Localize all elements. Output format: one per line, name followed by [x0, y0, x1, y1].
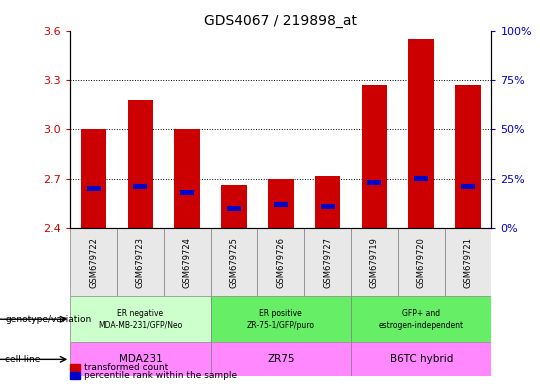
- Bar: [164, 228, 211, 296]
- Bar: [315, 175, 341, 228]
- Text: GSM679719: GSM679719: [370, 237, 379, 288]
- Text: ER positive
ZR-75-1/GFP/puro: ER positive ZR-75-1/GFP/puro: [247, 309, 315, 329]
- Title: GDS4067 / 219898_at: GDS4067 / 219898_at: [204, 14, 357, 28]
- Text: percentile rank within the sample: percentile rank within the sample: [84, 371, 237, 381]
- Text: GSM679723: GSM679723: [136, 237, 145, 288]
- Text: GSM679721: GSM679721: [463, 237, 472, 288]
- Bar: [174, 129, 200, 228]
- Text: cell line: cell line: [5, 355, 41, 364]
- Bar: [211, 296, 351, 343]
- Text: MDA231: MDA231: [118, 354, 163, 364]
- Bar: [351, 296, 491, 343]
- Text: genotype/variation: genotype/variation: [5, 315, 92, 324]
- Text: GSM679722: GSM679722: [89, 237, 98, 288]
- Text: GSM679726: GSM679726: [276, 237, 285, 288]
- Bar: [227, 206, 241, 211]
- Bar: [70, 228, 117, 296]
- Bar: [321, 204, 335, 209]
- Text: GSM679724: GSM679724: [183, 237, 192, 288]
- Bar: [367, 180, 381, 185]
- Bar: [274, 202, 288, 207]
- Text: B6TC hybrid: B6TC hybrid: [389, 354, 453, 364]
- Bar: [351, 228, 398, 296]
- Bar: [268, 179, 294, 228]
- Text: GFP+ and
estrogen-independent: GFP+ and estrogen-independent: [379, 309, 464, 329]
- Bar: [362, 85, 387, 228]
- Bar: [455, 85, 481, 228]
- Bar: [444, 228, 491, 296]
- Text: GSM679727: GSM679727: [323, 237, 332, 288]
- Bar: [258, 228, 304, 296]
- Bar: [221, 185, 247, 228]
- Text: ZR75: ZR75: [267, 354, 294, 364]
- Bar: [398, 228, 444, 296]
- Text: GSM679720: GSM679720: [417, 237, 426, 288]
- Text: transformed count: transformed count: [84, 362, 168, 372]
- Bar: [351, 343, 491, 376]
- Bar: [304, 228, 351, 296]
- Bar: [86, 186, 100, 191]
- Bar: [81, 129, 106, 228]
- Bar: [127, 100, 153, 228]
- Bar: [70, 296, 211, 343]
- Bar: [408, 39, 434, 228]
- Bar: [180, 190, 194, 195]
- Text: GSM679725: GSM679725: [230, 237, 239, 288]
- Bar: [211, 343, 351, 376]
- Text: ER negative
MDA-MB-231/GFP/Neo: ER negative MDA-MB-231/GFP/Neo: [98, 309, 183, 329]
- Bar: [211, 228, 258, 296]
- Bar: [133, 184, 147, 189]
- Bar: [70, 343, 211, 376]
- Bar: [461, 184, 475, 189]
- Bar: [414, 176, 428, 182]
- Bar: [117, 228, 164, 296]
